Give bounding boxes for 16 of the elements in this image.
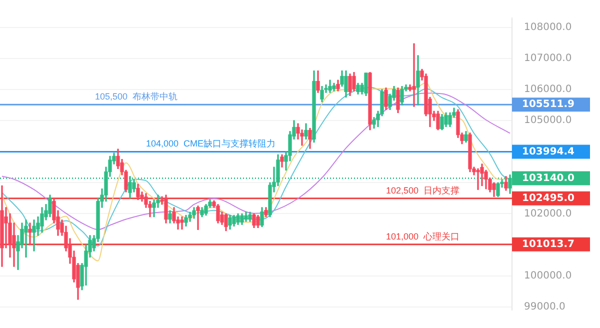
ref-line-label: 101,000 心理关口 xyxy=(386,231,460,242)
text: 102495.0 xyxy=(522,192,575,204)
y-tick-label: 107000.0 xyxy=(524,52,572,64)
ref-line-label: 104,000 CME缺口与支撑转阻力 xyxy=(146,138,276,149)
ref-line-label: 102,500 日内支撑 xyxy=(386,185,460,196)
ref-line-label: 105,500 布林带中轨 xyxy=(95,92,178,102)
y-tick-label: 106000.0 xyxy=(524,84,572,96)
y-tick-label: 100000.0 xyxy=(524,270,572,282)
text: 103994.4 xyxy=(522,146,575,158)
text: 105511.9 xyxy=(522,99,575,110)
y-tick-label: 105000.0 xyxy=(524,115,572,126)
y-tick-label: 99000.0 xyxy=(524,301,566,312)
y-tick-label: 108000.0 xyxy=(524,22,572,33)
text: 101013.7 xyxy=(522,238,575,250)
y-tick-label: 102000.0 xyxy=(524,208,572,220)
text: 103140.0 xyxy=(522,172,575,184)
